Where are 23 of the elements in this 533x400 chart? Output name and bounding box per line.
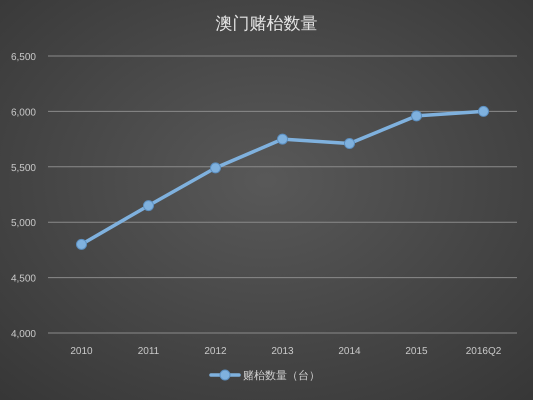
xtick: 2014	[338, 346, 361, 357]
ytick: 4,500	[10, 274, 36, 285]
xtick: 2010	[70, 346, 93, 357]
xtick: 2013	[271, 346, 294, 357]
point	[210, 162, 221, 174]
title: 澳门赌枱数量	[216, 14, 318, 33]
ytick: 6,000	[10, 107, 36, 118]
xtick: 2016Q2	[466, 346, 502, 357]
point	[277, 134, 288, 145]
point	[76, 238, 87, 250]
legend: 赌枱数量（台）	[209, 370, 320, 382]
xtick: 2015	[405, 346, 428, 357]
ytick: 5,500	[10, 162, 36, 174]
ytick: 4,000	[10, 329, 36, 340]
ytick: 5,000	[10, 218, 36, 230]
xtick: 2011	[138, 346, 160, 357]
point	[143, 200, 154, 212]
point	[344, 138, 355, 150]
point	[411, 110, 422, 122]
legend-label: 赌枱数量（台）	[243, 369, 320, 382]
xtick: 2012	[204, 346, 227, 357]
ytick: 6,500	[10, 52, 36, 63]
point	[478, 106, 489, 117]
